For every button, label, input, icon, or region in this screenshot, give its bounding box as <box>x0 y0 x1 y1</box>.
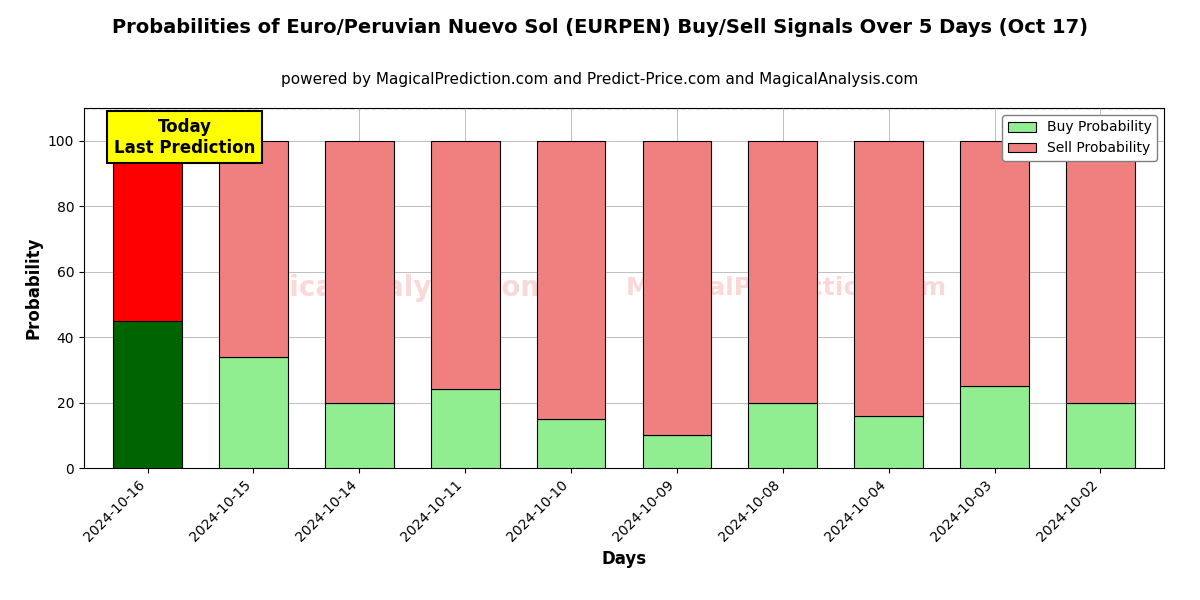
Bar <box>749 141 817 403</box>
Bar <box>113 141 182 321</box>
Bar <box>536 141 606 419</box>
Bar <box>1066 403 1135 468</box>
Bar <box>220 141 288 357</box>
Text: MagicalAnalysis.com: MagicalAnalysis.com <box>223 274 550 302</box>
Bar <box>642 141 712 435</box>
Bar <box>220 357 288 468</box>
Bar <box>960 141 1030 386</box>
Bar <box>431 389 499 468</box>
Text: MagicalPrediction.com: MagicalPrediction.com <box>625 276 947 300</box>
Bar <box>325 141 394 403</box>
Legend: Buy Probability, Sell Probability: Buy Probability, Sell Probability <box>1002 115 1157 161</box>
Text: Today
Last Prediction: Today Last Prediction <box>114 118 256 157</box>
Y-axis label: Probability: Probability <box>24 237 42 339</box>
Text: Probabilities of Euro/Peruvian Nuevo Sol (EURPEN) Buy/Sell Signals Over 5 Days (: Probabilities of Euro/Peruvian Nuevo Sol… <box>112 18 1088 37</box>
Bar <box>749 403 817 468</box>
Bar <box>431 141 499 389</box>
Bar <box>325 403 394 468</box>
Bar <box>1066 141 1135 403</box>
X-axis label: Days: Days <box>601 550 647 568</box>
Bar <box>536 419 606 468</box>
Bar <box>854 416 923 468</box>
Bar <box>960 386 1030 468</box>
Bar <box>642 435 712 468</box>
Bar <box>854 141 923 416</box>
Text: powered by MagicalPrediction.com and Predict-Price.com and MagicalAnalysis.com: powered by MagicalPrediction.com and Pre… <box>281 72 919 87</box>
Bar <box>113 321 182 468</box>
